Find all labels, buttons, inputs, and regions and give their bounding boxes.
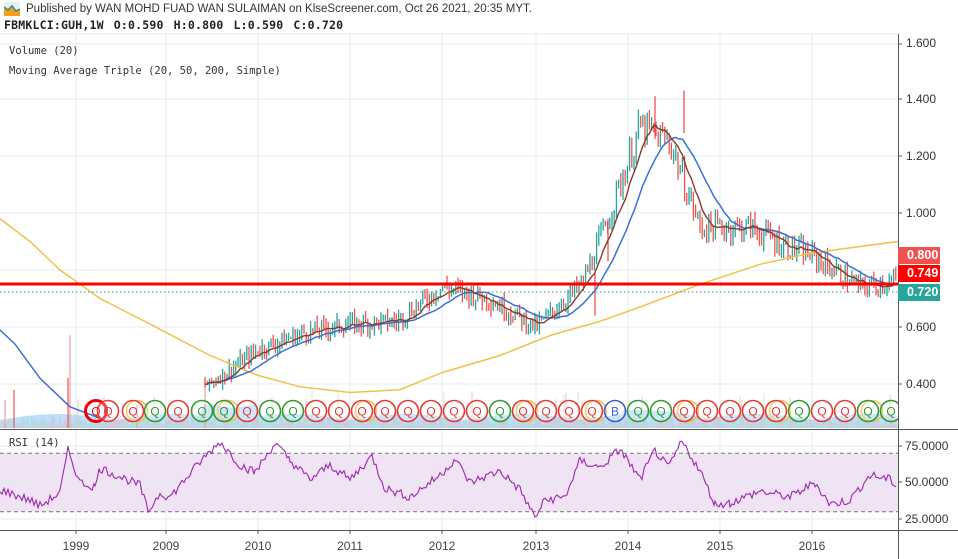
time-label: 2009 bbox=[152, 539, 180, 553]
svg-text:Q: Q bbox=[587, 405, 596, 419]
high-value: H:0.800 bbox=[173, 18, 224, 32]
svg-text:Q: Q bbox=[242, 405, 251, 419]
price-tick: 0.400 bbox=[906, 377, 937, 391]
svg-text:Q: Q bbox=[197, 405, 206, 419]
svg-text:Q: Q bbox=[449, 405, 458, 419]
time-label: 2016 bbox=[798, 539, 826, 553]
svg-text:Q: Q bbox=[771, 405, 780, 419]
svg-text:Q: Q bbox=[380, 405, 389, 419]
low-value: L:0.590 bbox=[233, 18, 284, 32]
price-tick: 1.200 bbox=[906, 149, 937, 163]
time-label: 2015 bbox=[706, 539, 734, 553]
published-line: Published by WAN MOHD FUAD WAN SULAIMAN … bbox=[26, 2, 532, 15]
price-tick: 1.600 bbox=[906, 36, 937, 50]
ohlc-line: FBMKLCI:GUH,1W O:0.590 H:0.800 L:0.590 C:0.7… bbox=[4, 18, 353, 32]
time-label: 2013 bbox=[522, 539, 550, 553]
svg-text:Q: Q bbox=[541, 405, 550, 419]
close-value: C:0.720 bbox=[293, 18, 344, 32]
rsi-legend[interactable]: RSI (14) bbox=[9, 437, 60, 449]
symbol-label: FBMKLCI:GUH,1W bbox=[4, 18, 104, 32]
svg-text:Q: Q bbox=[173, 405, 182, 419]
rsi-tick: 25.0000 bbox=[905, 512, 949, 526]
volume-legend[interactable]: Volume (20) bbox=[9, 45, 79, 57]
svg-text:Q: Q bbox=[633, 405, 642, 419]
svg-text:B: B bbox=[611, 405, 619, 419]
time-label: 1999 bbox=[62, 539, 90, 553]
rsi-tick: 75.0000 bbox=[905, 439, 949, 453]
svg-text:Q: Q bbox=[128, 405, 137, 419]
hline-price-badge: 0.749 bbox=[898, 265, 940, 282]
svg-text:Q: Q bbox=[265, 405, 274, 419]
price-tick: 0.600 bbox=[906, 320, 937, 334]
ma-legend[interactable]: Moving Average Triple (20, 50, 200, Simp… bbox=[9, 65, 281, 77]
svg-text:Q: Q bbox=[518, 405, 527, 419]
svg-text:Q: Q bbox=[288, 405, 297, 419]
svg-text:Q: Q bbox=[840, 405, 849, 419]
area-chart-logo-icon bbox=[3, 1, 21, 16]
time-label: 2012 bbox=[428, 539, 456, 553]
svg-text:Q: Q bbox=[886, 405, 895, 419]
svg-text:Q: Q bbox=[725, 405, 734, 419]
svg-text:Q: Q bbox=[656, 405, 665, 419]
svg-text:Q: Q bbox=[91, 405, 100, 419]
time-label: 2010 bbox=[244, 539, 272, 553]
svg-text:Q: Q bbox=[311, 405, 320, 419]
svg-text:Q: Q bbox=[679, 405, 688, 419]
svg-text:Q: Q bbox=[150, 405, 159, 419]
time-label: 2014 bbox=[614, 539, 642, 553]
svg-text:Q: Q bbox=[357, 405, 366, 419]
svg-text:Q: Q bbox=[403, 405, 412, 419]
svg-text:Q: Q bbox=[472, 405, 481, 419]
time-label: 2011 bbox=[337, 539, 363, 553]
svg-text:Q: Q bbox=[863, 405, 872, 419]
svg-text:Q: Q bbox=[334, 405, 343, 419]
rsi-tick: 50.0000 bbox=[905, 475, 949, 489]
price-tick: 1.000 bbox=[906, 206, 937, 220]
svg-text:Q: Q bbox=[219, 405, 228, 419]
svg-text:Q: Q bbox=[794, 405, 803, 419]
svg-text:Q: Q bbox=[817, 405, 826, 419]
open-value: O:0.590 bbox=[113, 18, 164, 32]
svg-text:Q: Q bbox=[103, 405, 112, 419]
high-price-badge: 0.800 bbox=[898, 247, 940, 264]
publisher-header: Published by WAN MOHD FUAD WAN SULAIMAN … bbox=[0, 0, 532, 17]
svg-text:Q: Q bbox=[426, 405, 435, 419]
svg-text:Q: Q bbox=[495, 405, 504, 419]
last-price-badge: 0.720 bbox=[898, 284, 940, 301]
price-tick: 1.400 bbox=[906, 92, 937, 106]
svg-text:Q: Q bbox=[702, 405, 711, 419]
svg-text:Q: Q bbox=[564, 405, 573, 419]
svg-text:Q: Q bbox=[748, 405, 757, 419]
